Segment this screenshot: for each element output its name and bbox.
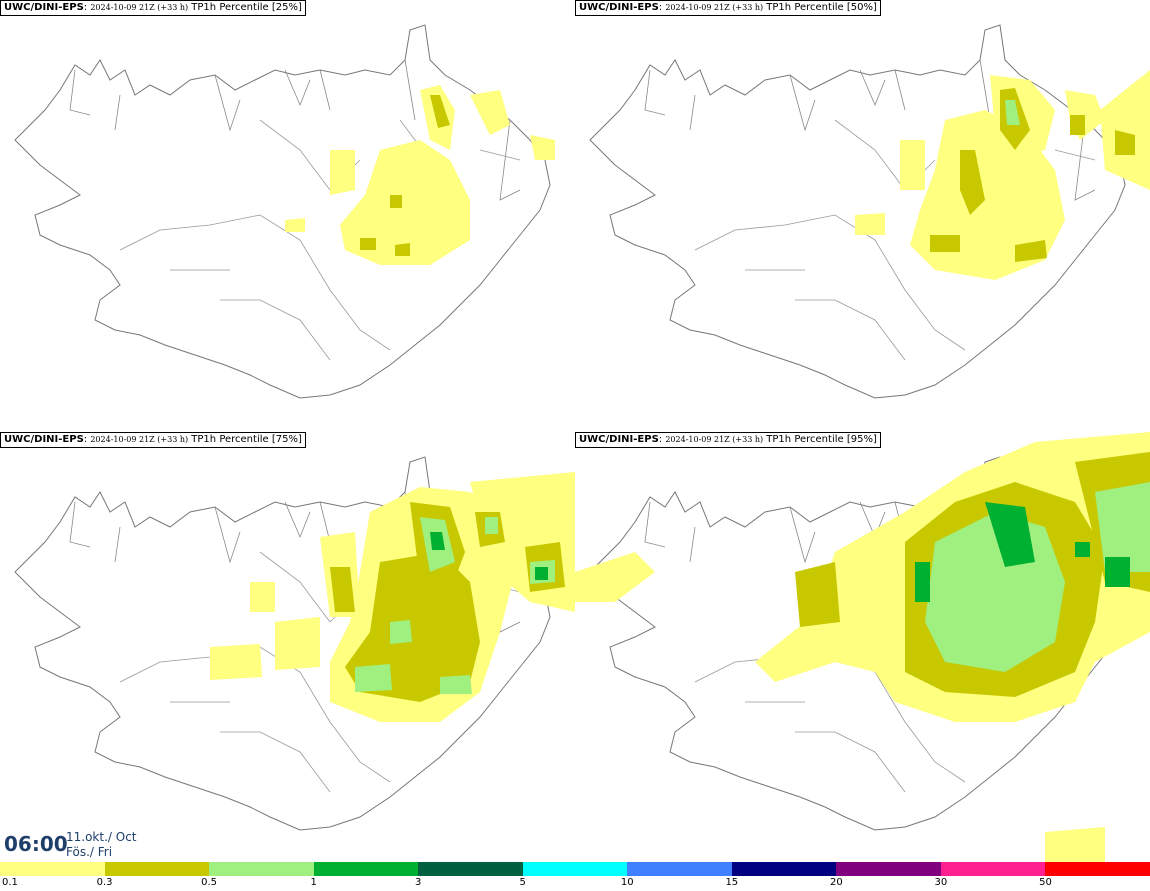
precip-map-75 <box>14 456 575 831</box>
colorbar-tick-label: 0.3 <box>96 877 113 888</box>
map-panel-75: UWC/DINI-EPS: 2024-10-09 21Z (+33 h) TP1… <box>0 432 575 862</box>
colorbar-ticks: 0.1 0.3 0.5 1 3 5 10 15 20 30 50 <box>0 877 1150 891</box>
valid-time-box: 06:00 11.okt./ Oct Fös./ Fri <box>0 826 140 862</box>
run-info: 2024-10-09 21Z (+33 h) <box>665 435 764 444</box>
map-panel-25: UWC/DINI-EPS: 2024-10-09 21Z (+33 h) TP1… <box>0 0 575 430</box>
colorbar-tick-label: 30 <box>934 877 948 888</box>
colorbar-segment <box>522 862 628 876</box>
panel-title: UWC/DINI-EPS: 2024-10-09 21Z (+33 h) TP1… <box>575 0 881 16</box>
run-info: 2024-10-09 21Z (+33 h) <box>665 3 764 12</box>
colorbar-segment <box>940 862 1046 876</box>
panel-title: UWC/DINI-EPS: 2024-10-09 21Z (+33 h) TP1… <box>575 432 881 448</box>
model-name: UWC/DINI-EPS <box>579 434 659 445</box>
colorbar-segment <box>313 862 419 876</box>
parameter: TP1h Percentile [25%] <box>191 2 302 13</box>
run-info: 2024-10-09 21Z (+33 h) <box>90 435 189 444</box>
parameter: TP1h Percentile [95%] <box>766 434 877 445</box>
precip-map-95 <box>575 432 1150 862</box>
colorbar-tick-label: 20 <box>829 877 843 888</box>
colorbar-segment <box>0 862 105 876</box>
valid-time: 06:00 <box>4 832 68 856</box>
valid-date: 11.okt./ Oct <box>66 830 137 844</box>
colorbar-tick-label: 5 <box>519 877 526 888</box>
map-panel-50: UWC/DINI-EPS: 2024-10-09 21Z (+33 h) TP1… <box>575 0 1150 430</box>
colorbar-tick-label: 3 <box>414 877 422 888</box>
panel-title: UWC/DINI-EPS: 2024-10-09 21Z (+33 h) TP1… <box>0 432 306 448</box>
colorbar-tick-label: 50 <box>1039 877 1052 888</box>
colorbar-segment <box>836 862 941 876</box>
colorbar-segment <box>104 862 210 876</box>
colorbar-segment <box>1045 862 1150 876</box>
model-name: UWC/DINI-EPS <box>579 2 659 13</box>
precip-map-25 <box>14 24 555 399</box>
colorbar-tick-label: 15 <box>725 877 739 888</box>
colorbar-segment <box>209 862 314 876</box>
valid-day: Fös./ Fri <box>66 845 113 859</box>
map-panel-95: UWC/DINI-EPS: 2024-10-09 21Z (+33 h) TP1… <box>575 432 1150 862</box>
model-name: UWC/DINI-EPS <box>4 2 84 13</box>
parameter: TP1h Percentile [50%] <box>766 2 877 13</box>
run-info: 2024-10-09 21Z (+33 h) <box>90 3 189 12</box>
parameter: TP1h Percentile [75%] <box>191 434 302 445</box>
colorbar-tick-label: 1 <box>310 877 317 888</box>
colorbar-segment <box>627 862 732 876</box>
panel-title: UWC/DINI-EPS: 2024-10-09 21Z (+33 h) TP1… <box>0 0 306 16</box>
colorbar-segment <box>731 862 837 876</box>
colorbar-tick-label: 10 <box>620 877 634 888</box>
colorbar-segment <box>418 862 523 876</box>
colorbar-tick-label: 0.1 <box>2 877 18 888</box>
colorbar <box>0 862 1150 876</box>
model-name: UWC/DINI-EPS <box>4 434 84 445</box>
colorbar-tick-label: 0.5 <box>201 877 218 888</box>
precip-map-50 <box>589 24 1150 399</box>
